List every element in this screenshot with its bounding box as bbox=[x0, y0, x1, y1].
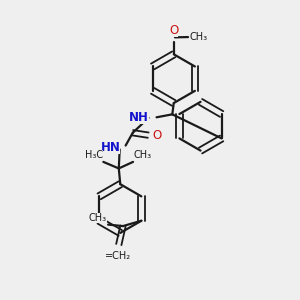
Text: CH₃: CH₃ bbox=[134, 149, 152, 160]
Text: H₃C: H₃C bbox=[85, 149, 103, 160]
Text: =CH₂: =CH₂ bbox=[104, 251, 131, 261]
Text: O: O bbox=[169, 24, 178, 37]
Text: CH₃: CH₃ bbox=[190, 32, 208, 42]
Text: CH₃: CH₃ bbox=[89, 213, 107, 223]
Text: O: O bbox=[152, 129, 162, 142]
Text: HN: HN bbox=[100, 140, 120, 154]
Text: NH: NH bbox=[129, 111, 149, 124]
